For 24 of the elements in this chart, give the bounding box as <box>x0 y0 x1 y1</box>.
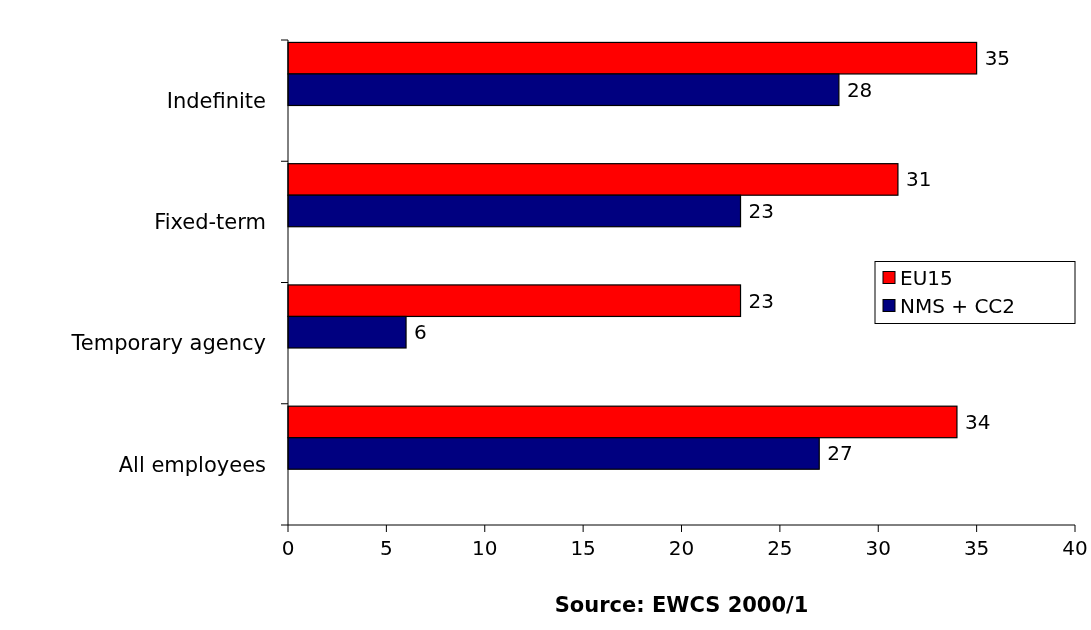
x-tick-label: 20 <box>668 536 695 560</box>
x-tick-label: 40 <box>1062 536 1088 560</box>
data-label: 23 <box>748 288 774 313</box>
data-label: 34 <box>964 409 991 434</box>
legend-label: NMS + CC2 <box>900 293 1016 318</box>
y-tick-label: Fixed-term <box>154 210 266 235</box>
x-tick-label: 15 <box>570 536 596 560</box>
x-tick-label: 0 <box>281 536 295 560</box>
legend-label: EU15 <box>900 265 953 290</box>
y-tick-label: Temporary agency <box>70 331 266 356</box>
data-label: 31 <box>905 167 932 192</box>
data-label: 6 <box>414 320 427 345</box>
y-tick-label: All employees <box>118 452 266 477</box>
data-label: 23 <box>748 198 774 223</box>
x-tick-label: 30 <box>865 536 891 560</box>
x-tick-label: 5 <box>380 536 393 560</box>
data-label: 27 <box>827 441 853 466</box>
y-tick-label: Indefinite <box>166 88 266 113</box>
data-label: 35 <box>984 46 1011 71</box>
x-tick-label: 35 <box>963 536 990 560</box>
x-tick-label: 10 <box>472 536 498 560</box>
data-label: 28 <box>846 77 873 102</box>
x-tick-label: 25 <box>767 536 793 560</box>
x-axis-title: Source: EWCS 2000/1 <box>554 593 809 617</box>
